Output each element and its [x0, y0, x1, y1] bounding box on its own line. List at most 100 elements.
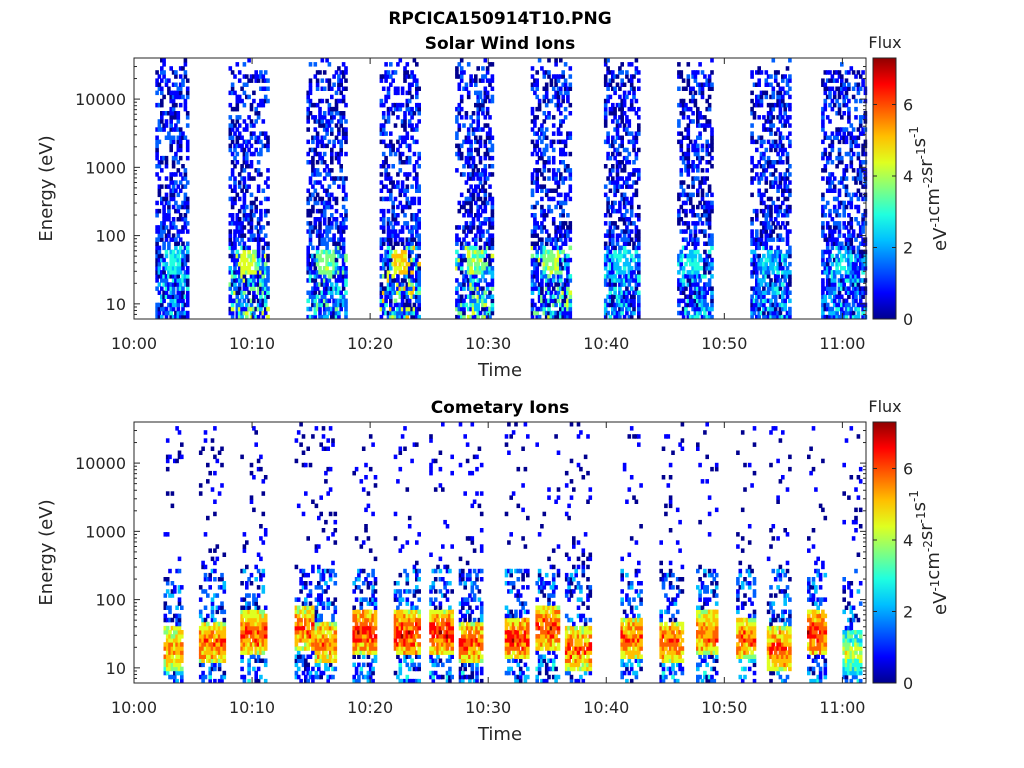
heatmap-cell	[481, 78, 485, 83]
heatmap-cell	[679, 229, 684, 234]
heatmap-cell	[308, 294, 313, 299]
heatmap-cell	[769, 115, 773, 120]
heatmap-cell	[622, 302, 627, 308]
heatmap-cell	[710, 266, 714, 271]
heatmap-cell	[228, 221, 233, 226]
heatmap-cell	[381, 310, 386, 316]
heatmap-cell	[417, 266, 421, 271]
heatmap-cell	[629, 270, 634, 275]
heatmap-cell	[259, 290, 263, 295]
heatmap-cell	[830, 310, 835, 316]
heatmap-cell	[379, 172, 384, 177]
heatmap-cell	[691, 266, 695, 271]
heatmap-cell	[181, 302, 185, 308]
heatmap-cell	[681, 245, 686, 251]
heatmap-cell	[476, 294, 480, 299]
heatmap-cell	[174, 253, 178, 259]
heatmap-cell	[547, 286, 551, 291]
heatmap-cell	[750, 98, 754, 104]
heatmap-cell	[693, 245, 698, 251]
heatmap-cell	[488, 253, 492, 259]
heatmap-cell	[762, 306, 766, 312]
heatmap-cell	[764, 306, 769, 312]
heatmap-cell	[471, 155, 476, 161]
heatmap-cell	[325, 200, 329, 206]
heatmap-cell	[330, 151, 334, 157]
heatmap-cell	[776, 188, 780, 193]
heatmap-cell	[381, 298, 386, 304]
heatmap-cell	[634, 213, 639, 218]
heatmap-cell	[320, 135, 325, 140]
heatmap-cell	[611, 282, 615, 287]
heatmap-cell	[230, 278, 235, 283]
heatmap-cell	[681, 237, 686, 242]
heatmap-cell	[459, 314, 464, 320]
heatmap-cell	[178, 237, 183, 242]
heatmap-cell	[474, 172, 478, 177]
heatmap-cell	[325, 188, 329, 193]
heatmap-cell	[256, 115, 261, 120]
heatmap-cell	[185, 241, 190, 246]
heatmap-cell	[171, 164, 176, 169]
heatmap-cell	[327, 274, 332, 279]
heatmap-cell	[561, 298, 565, 304]
heatmap-cell	[471, 127, 476, 132]
heatmap-cell	[825, 245, 830, 251]
heatmap-cell	[254, 294, 258, 299]
heatmap-cell	[828, 278, 832, 283]
heatmap-cell	[341, 204, 346, 210]
heatmap-cell	[608, 94, 613, 100]
heatmap-cell	[825, 225, 830, 230]
heatmap-cell	[608, 172, 613, 177]
heatmap-cell	[535, 225, 539, 230]
heatmap-cell	[556, 257, 561, 263]
heatmap-cell	[386, 229, 391, 234]
heatmap-cell	[629, 98, 634, 104]
heatmap-cell	[766, 119, 771, 124]
heatmap-cell	[603, 98, 608, 104]
heatmap-cell	[563, 257, 568, 263]
heatmap-cell	[339, 115, 343, 120]
heatmap-cell	[266, 314, 270, 320]
heatmap-cell	[471, 196, 476, 202]
heatmap-cell	[252, 298, 256, 304]
heatmap-cell	[235, 221, 240, 226]
heatmap-cell	[629, 253, 634, 259]
heatmap-cell	[755, 208, 759, 214]
heatmap-cell	[840, 278, 844, 283]
heatmap-cell	[837, 70, 842, 75]
heatmap-cell	[249, 233, 254, 238]
heatmap-cell	[530, 314, 535, 320]
heatmap-cell	[339, 225, 343, 230]
heatmap-cell	[686, 143, 691, 149]
heatmap-cell	[703, 241, 707, 246]
heatmap-cell	[634, 286, 639, 291]
heatmap-cell	[625, 225, 629, 230]
heatmap-cell	[464, 200, 469, 206]
heatmap-cell	[389, 192, 393, 198]
heatmap-cell	[783, 180, 787, 185]
heatmap-cell	[476, 217, 480, 222]
heatmap-cell	[785, 78, 790, 83]
heatmap-cell	[259, 139, 263, 145]
heatmap-cell	[542, 168, 547, 173]
heatmap-cell	[155, 78, 159, 83]
heatmap-cell	[750, 192, 754, 198]
heatmap-cell	[162, 208, 166, 214]
heatmap-cell	[330, 119, 334, 124]
heatmap-cell	[684, 208, 688, 214]
heatmap-cell	[705, 147, 709, 153]
heatmap-cell	[415, 290, 419, 295]
heatmap-cell	[533, 241, 537, 246]
heatmap-cell	[240, 306, 244, 312]
heatmap-cell	[551, 310, 556, 316]
heatmap-cell	[618, 253, 622, 259]
heatmap-cell	[334, 111, 339, 116]
heatmap-cell	[632, 139, 636, 145]
heatmap-cell	[266, 168, 270, 173]
heatmap-cell	[266, 147, 270, 153]
heatmap-cell	[318, 314, 322, 320]
heatmap-cell	[417, 188, 421, 193]
heatmap-cell	[176, 249, 181, 255]
heatmap-cell	[629, 294, 634, 299]
